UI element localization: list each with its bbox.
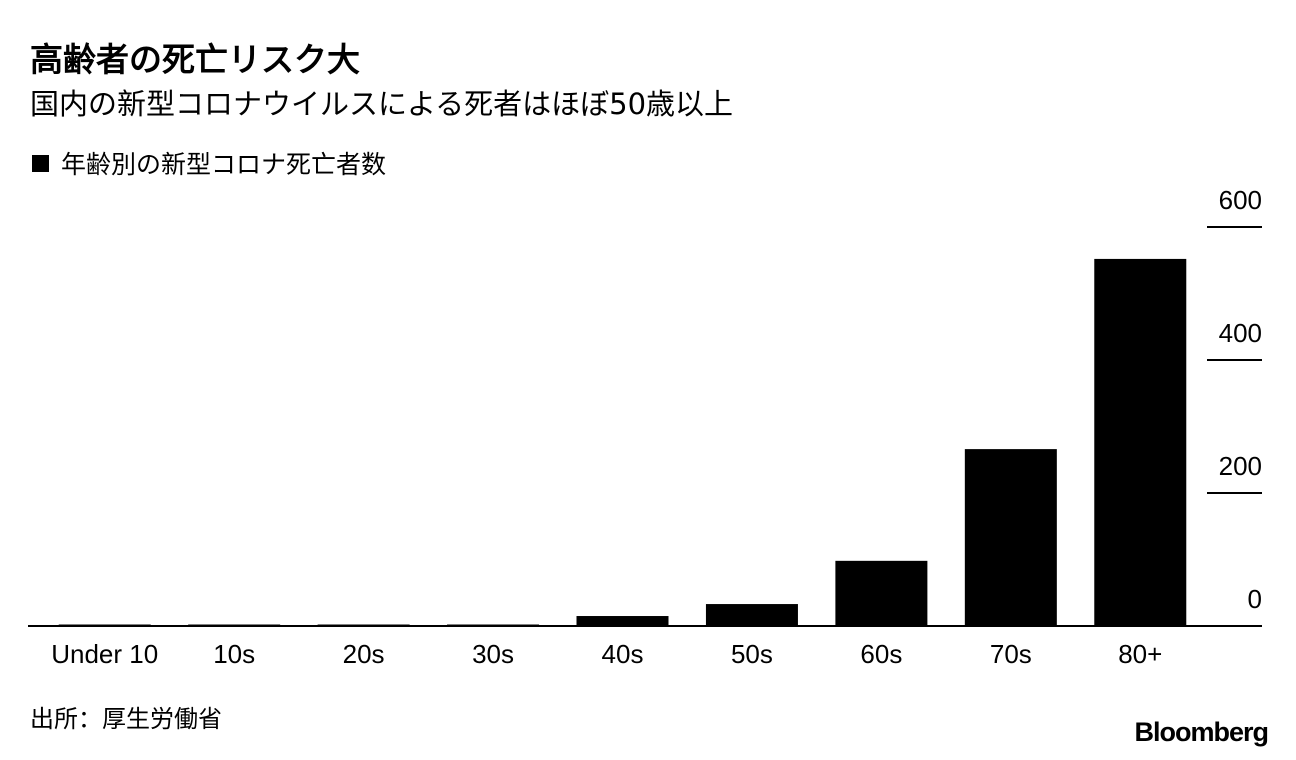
y-tick-label: 600 (1219, 185, 1262, 215)
x-tick-label: 70s (990, 639, 1032, 669)
source-note: 出所：厚生労働省 (30, 705, 222, 733)
x-tick-label: 50s (731, 639, 773, 669)
y-tick-label: 200 (1219, 451, 1262, 481)
bar (835, 560, 928, 626)
y-tick-label: 400 (1219, 318, 1262, 348)
bar (964, 449, 1057, 626)
legend-label: 年齢別の新型コロナ死亡者数 (61, 150, 387, 179)
x-tick-label: 20s (343, 639, 385, 669)
y-tick-label: 0 (1248, 584, 1262, 614)
x-tick-label: 10s (213, 639, 255, 669)
bar (576, 616, 669, 626)
x-tick-label: 30s (472, 639, 514, 669)
bar (1094, 258, 1187, 626)
chart-title: 高齢者の死亡リスク大 (30, 40, 360, 79)
x-tick-label: 40s (602, 639, 644, 669)
x-tick-label: 60s (860, 639, 902, 669)
x-tick-label: 80+ (1118, 639, 1162, 669)
legend: 年齢別の新型コロナ死亡者数 (32, 146, 386, 180)
chart-subtitle: 国内の新型コロナウイルスによる死者はほぼ50歳以上 (30, 87, 734, 121)
bloomberg-logo: Bloomberg (1134, 717, 1269, 747)
bar (705, 604, 798, 626)
x-tick-label: Under 10 (51, 639, 158, 669)
legend-swatch (32, 154, 49, 172)
